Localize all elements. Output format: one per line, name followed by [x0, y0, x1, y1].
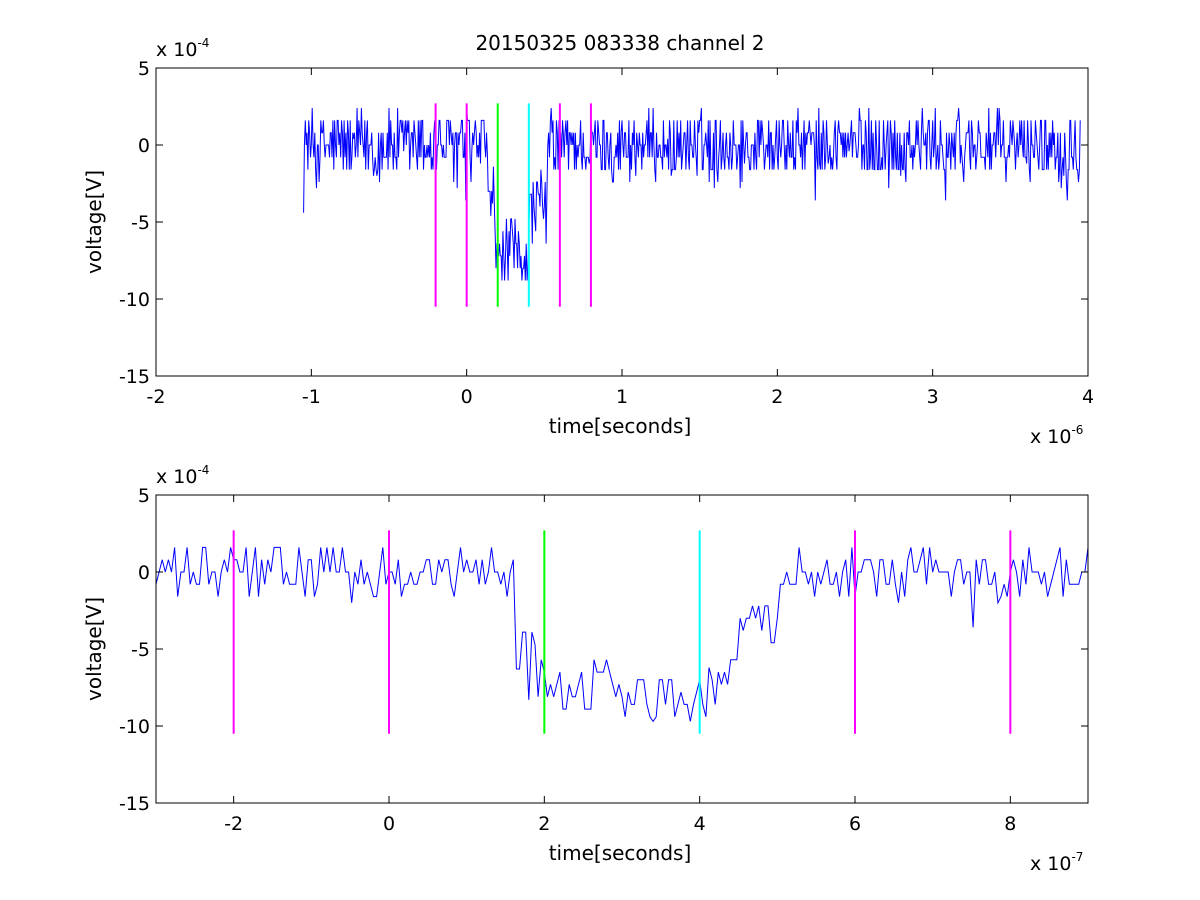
- bottom-x-tick-label: -2: [224, 813, 243, 835]
- top-series-layer: [303, 107, 1081, 281]
- top-chart: -2 -1 0 1 2 3 4 -15-10-505 time[seconds] volta…: [82, 36, 1094, 448]
- bottom-axes-frame: [155, 494, 1089, 804]
- bottom-chart: -2 0 2 4 6 8 -15 -10 -5 0 5 time[seconds] voltage…: [82, 463, 1089, 875]
- bottom-y-scale-base: x 10: [156, 466, 197, 488]
- top-y-tick-label: -10: [119, 289, 150, 311]
- top-x-axis-label: time[seconds]: [549, 414, 692, 438]
- top-x-tick-label: 4: [1082, 386, 1094, 408]
- top-y-axis-label: voltage[V]: [82, 170, 106, 274]
- bottom-x-tick-label: 2: [538, 813, 550, 835]
- bottom-y-scale-label: x 10-4: [156, 463, 209, 488]
- bottom-series-layer: [155, 546, 1089, 723]
- top-x-tick-label: -2: [147, 386, 166, 408]
- bottom-marker-layer: [232, 530, 1012, 734]
- bottom-y-ticks: -15 -10 -5 0 5: [119, 485, 1088, 815]
- bottom-y-axis-label: voltage[V]: [82, 597, 106, 701]
- figure-title: 20150325 083338 channel 2: [475, 31, 764, 55]
- bottom-y-tick-label: 5: [138, 485, 150, 507]
- bottom-x-tick-label: 0: [383, 813, 395, 835]
- bottom-x-tick-label: 4: [694, 813, 706, 835]
- bottom-y-tick-label: -5: [131, 639, 150, 661]
- top-y-tick-label: 0: [138, 135, 150, 157]
- top-axes-frame: [155, 67, 1089, 377]
- top-y-scale-exponent: -4: [197, 36, 209, 50]
- top-y-ticks: -15 -10 -5 0 5: [119, 58, 1088, 388]
- top-series-line: [303, 107, 1081, 281]
- top-x-tick-label: 1: [616, 386, 628, 408]
- bottom-x-axis-label: time[seconds]: [549, 841, 692, 865]
- top-marker-layer: [434, 103, 592, 307]
- top-y-tick-label: -5: [131, 212, 150, 234]
- bottom-x-tick-label: 6: [849, 813, 861, 835]
- bottom-x-scale-exponent: -7: [1071, 850, 1083, 864]
- bottom-x-ticks: -2 0 2 4 6 8: [224, 495, 1016, 835]
- top-x-scale-base: x 10: [1030, 426, 1071, 448]
- top-x-tick-label: -1: [302, 386, 321, 408]
- top-x-tick-label: 2: [771, 386, 783, 408]
- top-x-scale-label: x 10-6: [1030, 423, 1083, 448]
- top-y-tick-label: 5: [138, 58, 150, 80]
- bottom-y-scale-exponent: -4: [197, 463, 209, 477]
- top-x-scale-exponent: -6: [1071, 423, 1083, 437]
- top-x-ticks: -2 -1 0 1 2 3 4: [147, 68, 1094, 408]
- bottom-x-scale-label: x 10-7: [1030, 850, 1083, 875]
- top-y-scale-label: x 10-4: [156, 36, 209, 61]
- top-x-tick-label: 0: [461, 386, 473, 408]
- bottom-y-tick-label: -10: [119, 716, 150, 738]
- top-y-tick-label: -15: [119, 366, 150, 388]
- bottom-y-tick-label: 0: [138, 562, 150, 584]
- bottom-x-scale-base: x 10: [1030, 853, 1071, 875]
- bottom-series-line: [155, 546, 1089, 723]
- top-y-scale-base: x 10: [156, 39, 197, 61]
- top-x-tick-label: 3: [927, 386, 939, 408]
- bottom-y-tick-label: -15: [119, 793, 150, 815]
- bottom-x-tick-label: 8: [1004, 813, 1016, 835]
